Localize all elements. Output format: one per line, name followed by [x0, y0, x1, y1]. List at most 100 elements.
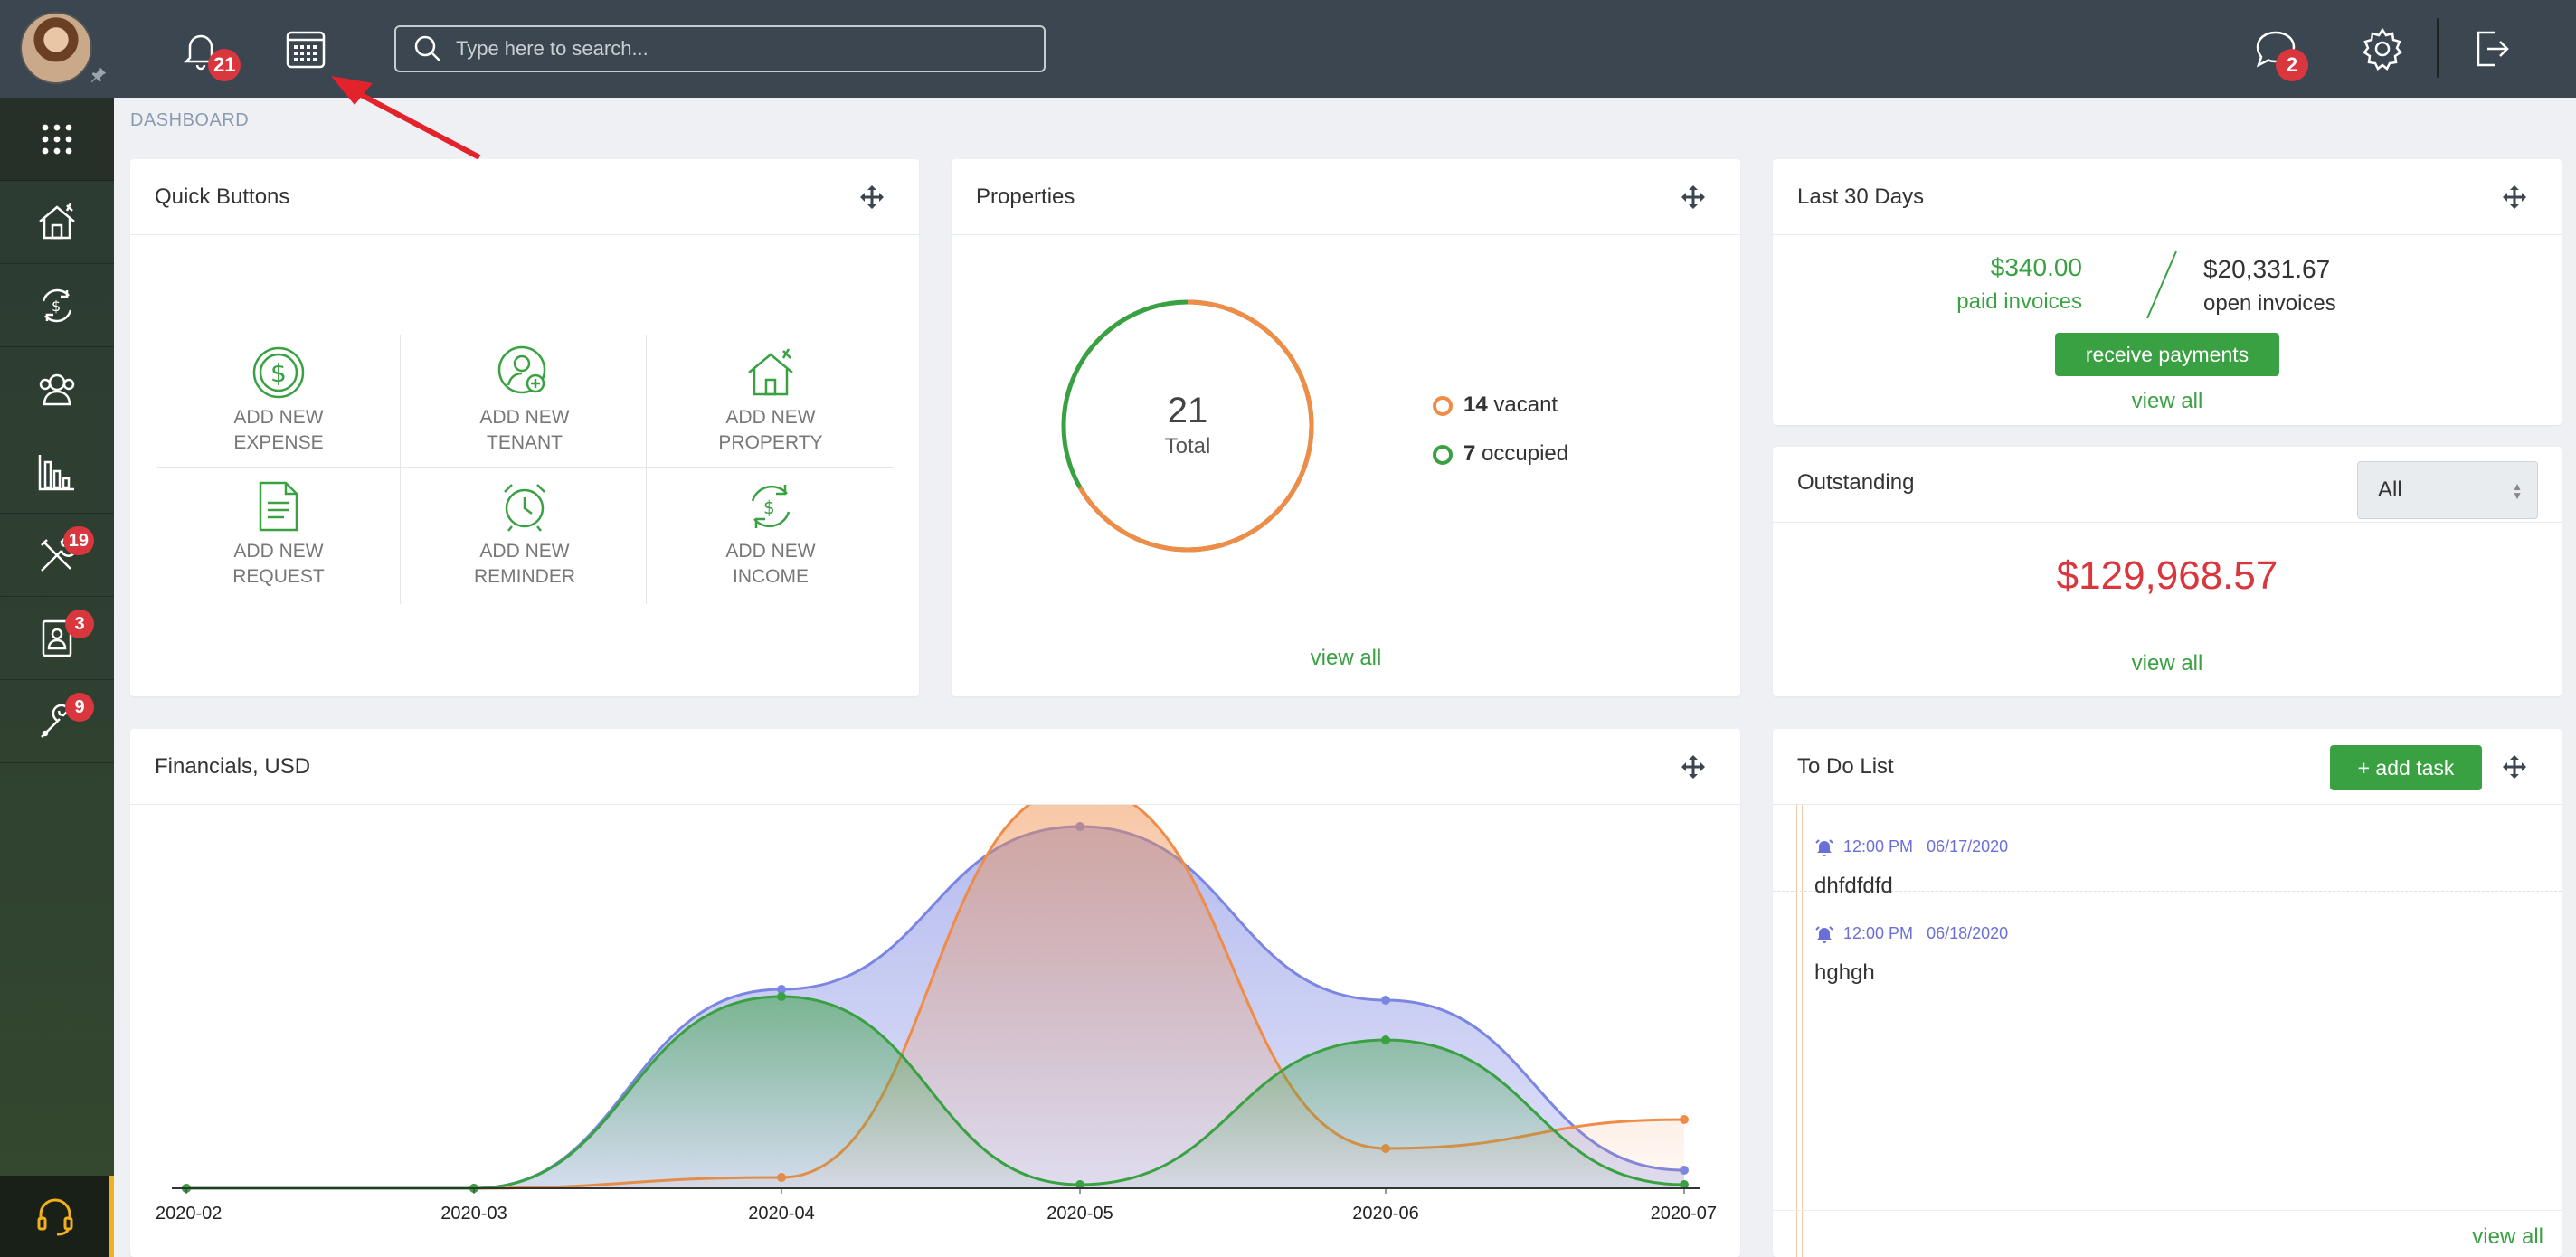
outstanding-card: Outstanding All ▲ ▼ $129,968.57 view all [1773, 447, 2562, 696]
receive-payments-button[interactable]: receive payments [2055, 333, 2279, 376]
series-2-point-4[interactable] [1381, 1035, 1390, 1044]
settings-button[interactable] [2357, 24, 2408, 74]
sidebar-item-tools[interactable]: 9 [0, 680, 114, 763]
sidebar-item-payments[interactable]: $ [0, 264, 114, 347]
todo-timeline-line [1796, 805, 1797, 1257]
series-1-point-5[interactable] [1680, 1115, 1689, 1124]
add-new-tenant-button[interactable]: ADD NEW TENANT [402, 335, 648, 467]
logout-button[interactable] [2466, 24, 2516, 74]
sidebar-item-apps[interactable] [0, 98, 114, 181]
gear-icon [2363, 27, 2402, 71]
todo-date: 06/17/2020 [1927, 837, 2009, 855]
series-2-point-5[interactable] [1680, 1180, 1689, 1189]
occupied-dot [1433, 444, 1453, 465]
open-label: open invoices [2203, 291, 2336, 316]
apps-grid-icon [42, 124, 72, 154]
move-icon[interactable] [859, 184, 885, 210]
move-icon[interactable] [1681, 754, 1706, 780]
outstanding-view-all-link[interactable]: view all [2131, 651, 2203, 676]
avatar-area [0, 0, 114, 98]
sidebar-item-properties[interactable] [0, 181, 114, 264]
sidebar-item-tenants[interactable] [0, 347, 114, 430]
add-task-button[interactable]: + add task [2330, 745, 2482, 790]
todo-view-all-link[interactable]: view all [2472, 1224, 2543, 1249]
todo-card: To Do List + add task 12:00 PM 06/17/202… [1773, 729, 2562, 1257]
pin-icon[interactable] [89, 65, 109, 85]
add-new-request-button[interactable]: ADD NEW REQUEST [156, 468, 402, 600]
series-2-point-3[interactable] [1075, 1180, 1084, 1189]
move-icon[interactable] [2502, 754, 2527, 780]
grid-divider [646, 335, 647, 604]
card-header: Outstanding All ▲ ▼ [1773, 447, 2562, 523]
headset-icon [37, 1198, 72, 1236]
qb-label-line1: ADD NEW [233, 541, 324, 562]
slash-divider [2146, 250, 2177, 319]
bell-icon [183, 34, 219, 71]
select-arrows-icon: ▲ ▼ [2512, 480, 2523, 502]
qb-label-line1: ADD NEW [479, 541, 570, 562]
card-title: To Do List [1797, 754, 1894, 779]
paid-label: paid invoices [1956, 289, 2082, 314]
notifications-badge: 21 [208, 49, 242, 81]
card-header: Financials, USD [130, 729, 1740, 805]
paid-amount: $340.00 [1990, 253, 2082, 281]
todo-item[interactable]: 12:00 PM 06/18/2020 hghgh [1773, 892, 2562, 985]
sidebar-item-maintenance[interactable]: 19 [0, 514, 114, 597]
card-title: Last 30 Days [1797, 184, 1925, 209]
house-icon [748, 348, 793, 396]
sidebar-item-leases[interactable]: 3 [0, 597, 114, 680]
card-header: Last 30 Days [1773, 159, 2562, 235]
breadcrumb[interactable]: DASHBOARD [130, 110, 250, 130]
qb-label-line1: ADD NEW [725, 541, 816, 562]
qb-label-line1: ADD NEW [479, 407, 570, 428]
properties-card: Properties 21 Total 14 vacant 7 occupied… [952, 159, 1740, 696]
series-2-point-2[interactable] [777, 992, 786, 1001]
add-new-reminder-button[interactable]: ADD NEW REMINDER [402, 468, 648, 600]
qb-label-line2: PROPERTY [718, 432, 823, 453]
properties-donut-chart [1061, 299, 1314, 553]
move-icon[interactable] [1681, 184, 1706, 210]
add-new-income-button[interactable]: $ ADD NEW INCOME [648, 468, 894, 600]
add-new-property-button[interactable]: ADD NEW PROPERTY [648, 335, 894, 467]
maintenance-badge: 19 [62, 526, 94, 555]
annotation-arrow [331, 76, 481, 160]
series-0-point-2[interactable] [777, 985, 786, 994]
svg-text:$: $ [52, 298, 61, 315]
house-icon [39, 202, 75, 239]
search-input[interactable] [456, 37, 1035, 61]
avatar[interactable] [20, 12, 92, 84]
outstanding-filter-select[interactable]: All ▲ ▼ [2357, 461, 2538, 519]
notifications-button[interactable]: 21 [175, 24, 242, 81]
todo-time: 12:00 PM 06/18/2020 [1843, 924, 2008, 943]
contact-card-icon [42, 619, 72, 657]
todo-time-value: 12:00 PM [1843, 924, 1914, 942]
svg-text:$: $ [270, 358, 287, 388]
donut-total-label: Total [1164, 434, 1211, 458]
calendar-button[interactable] [280, 24, 331, 74]
search-box[interactable] [394, 25, 1046, 72]
last-30-days-card: Last 30 Days $340.00 paid invoices $20,3… [1773, 159, 2562, 425]
last30-view-all-link[interactable]: view all [2131, 389, 2203, 413]
qb-label-line2: EXPENSE [233, 432, 324, 453]
donut-vacant-arc [1061, 299, 1314, 553]
x-tick-label-4: 2020-06 [1352, 1204, 1418, 1224]
card-header: Properties [952, 159, 1740, 235]
support-button[interactable] [0, 1176, 114, 1257]
sidebar-item-reports[interactable] [0, 430, 114, 514]
move-icon[interactable] [2502, 184, 2527, 210]
series-0-point-4[interactable] [1381, 996, 1390, 1005]
x-tick-label-3: 2020-05 [1046, 1204, 1113, 1224]
x-tick-label-0: 2020-02 [156, 1204, 222, 1224]
vacant-dot [1433, 395, 1453, 416]
todo-text: hghgh [1814, 960, 1875, 985]
users-icon [39, 373, 75, 405]
messages-button[interactable]: 2 [2250, 24, 2308, 81]
qb-label-line2: REQUEST [232, 566, 325, 587]
todo-time-value: 12:00 PM [1843, 837, 1914, 855]
todo-item[interactable]: 12:00 PM 06/17/2020 dhfdfdfd [1773, 805, 2562, 898]
outstanding-amount: $129,968.57 [2056, 553, 2278, 598]
add-new-expense-button[interactable]: $ ADD NEW EXPENSE [156, 335, 402, 467]
card-title: Outstanding [1797, 470, 1915, 495]
select-value: All [2378, 477, 2402, 502]
properties-view-all-link[interactable]: view all [1310, 646, 1382, 670]
